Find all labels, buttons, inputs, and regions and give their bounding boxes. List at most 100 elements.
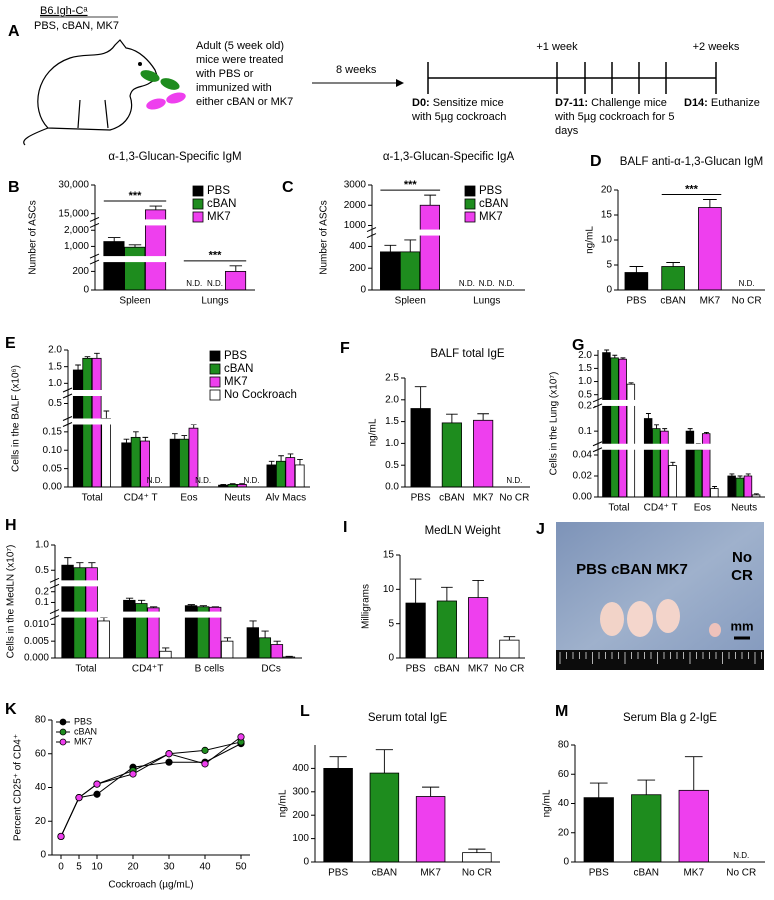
x-tick-label: MK7 [473, 493, 494, 504]
annotation: N.D. [147, 476, 163, 485]
error-bar [100, 617, 108, 621]
y-tick-label: 10 [383, 584, 395, 595]
bar [130, 436, 141, 488]
y-tick-label: 1000 [344, 220, 367, 231]
schematic: A B6.Igh-Cᵃ PBS, cBAN, MK7 Adult (5 week… [8, 5, 760, 146]
y-tick-label: 40 [558, 798, 570, 809]
legend-swatch [464, 185, 476, 197]
y-tick-label: 15 [601, 210, 613, 221]
x-tick-label: CD4⁺ T [644, 503, 678, 514]
bar [661, 266, 685, 291]
bar [624, 272, 649, 291]
bar [246, 627, 259, 659]
error-bar [645, 413, 651, 419]
legend-swatch [209, 376, 221, 388]
y-tick-label: 0.010 [24, 619, 49, 630]
x-tick-label: CD4⁺ T [124, 493, 158, 504]
error-bar [187, 604, 195, 606]
x-tick-label: cBAN [439, 493, 465, 504]
error-bar [76, 562, 84, 568]
chart-title: Serum Bla g 2-IgE [623, 712, 717, 724]
x-tick-label: PBS [626, 296, 646, 307]
bar [693, 449, 703, 498]
scale-label: mm [730, 618, 753, 633]
annotation: N.D. [459, 279, 475, 288]
ruler [556, 650, 764, 670]
chart-title: BALF total IgE [430, 348, 504, 360]
axis-break [63, 418, 310, 425]
bar [294, 464, 305, 488]
bar [258, 637, 272, 659]
step-text: Challenge mice [591, 97, 667, 109]
error-bar [268, 460, 275, 465]
error-bar [472, 579, 484, 598]
legend-swatch [59, 728, 67, 736]
bar [698, 207, 722, 291]
ruler-ticks [559, 652, 762, 664]
y-axis-label: ng/mL [542, 789, 553, 817]
error-bar [223, 637, 232, 642]
error-bar [287, 453, 294, 458]
error-bar [628, 382, 634, 385]
error-bar [84, 356, 91, 359]
y-tick-label: 60 [35, 748, 47, 759]
legend-label: cBAN [74, 726, 97, 736]
bar [468, 597, 489, 659]
y-tick-label: 1.0 [48, 378, 62, 389]
y-tick-label: 20 [35, 816, 47, 827]
error-bar [422, 786, 440, 797]
significance-label: *** [685, 183, 699, 195]
bar [652, 428, 661, 498]
y-tick-label: 200 [349, 263, 366, 274]
error-bar [620, 357, 626, 360]
y-tick-label: 3000 [344, 180, 367, 191]
y-tick-label: 5 [388, 618, 394, 629]
x-tick-label: 20 [127, 862, 139, 873]
axis-break [367, 229, 525, 236]
x-tick-label: Neuts [224, 493, 250, 504]
y-tick-label: 0.15 [43, 426, 63, 437]
bar [473, 419, 494, 488]
error-bar [753, 493, 759, 495]
step: D7-11: Challenge mice [555, 97, 667, 109]
x-tick-label: Lungs [201, 296, 228, 307]
bar [678, 789, 709, 863]
y-tick-label: 0.1 [578, 426, 592, 437]
marker [237, 733, 245, 741]
error-bar [149, 205, 163, 210]
legend-swatch [59, 738, 67, 746]
significance-label: *** [209, 250, 223, 262]
bar [121, 442, 132, 488]
panel-label: C [282, 179, 294, 196]
error-bar [137, 599, 146, 604]
legend-swatch [192, 185, 204, 197]
axis-break [50, 580, 302, 587]
legend-label: cBAN [479, 198, 508, 210]
error-bar [662, 428, 668, 432]
y-tick-label: 0.0 [385, 482, 399, 493]
y-axis-label: ng/mL [278, 789, 289, 817]
error-bar [375, 749, 393, 774]
mouse-detail [23, 99, 109, 146]
legend-label: PBS [74, 716, 92, 726]
annotation: N.D. [244, 476, 260, 485]
bar [275, 460, 286, 488]
error-bar [424, 194, 437, 206]
error-bar [629, 266, 644, 273]
error-bar [107, 237, 121, 242]
x-tick-label: MK7 [700, 296, 721, 307]
y-tick-label: 2,000 [64, 225, 89, 236]
step: D0: Sensitize mice [412, 97, 504, 109]
axis-break [593, 443, 765, 450]
error-bar [261, 630, 269, 638]
axis-break [63, 390, 310, 396]
x-tick-label: Total [75, 664, 96, 675]
legend-swatch [209, 363, 221, 375]
step-text: Sensitize mice [433, 97, 504, 109]
treatment-line: with PBS or [195, 68, 254, 80]
error-bar [404, 239, 417, 252]
error-bar [88, 562, 96, 568]
x-tick-label: cBAN [660, 296, 686, 307]
bar [72, 369, 83, 488]
photo-groups: PBS cBAN MK7 [576, 561, 688, 578]
